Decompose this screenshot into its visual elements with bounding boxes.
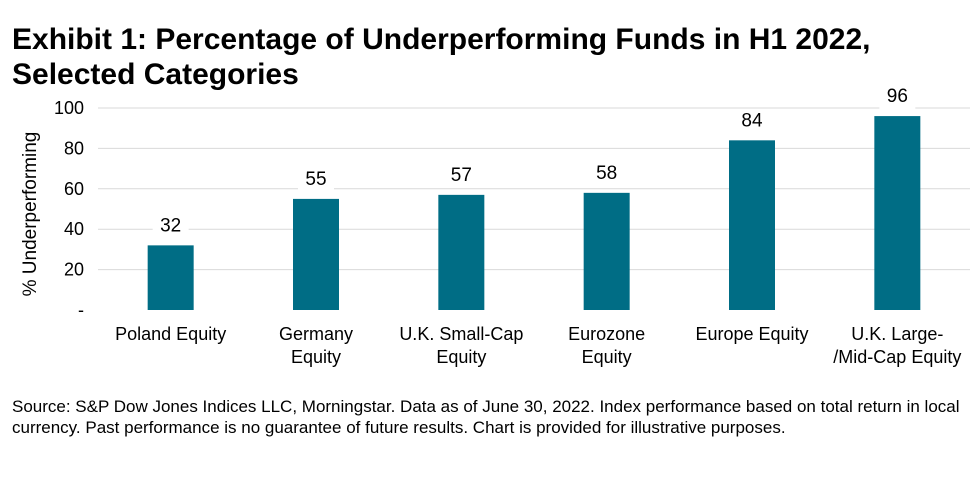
- data-label-background: [298, 167, 334, 192]
- data-label: 58: [596, 163, 617, 184]
- bar: [729, 140, 775, 310]
- x-category-label: Eurozone: [568, 324, 645, 344]
- x-category-label: U.K. Large-: [851, 324, 943, 344]
- x-category-label: Equity: [436, 347, 486, 367]
- source-note: Source: S&P Dow Jones Indices LLC, Morni…: [12, 397, 960, 437]
- y-tick-label: 40: [64, 219, 84, 239]
- bar: [438, 194, 485, 310]
- bar: [147, 245, 194, 310]
- data-label-background: [734, 109, 770, 134]
- x-category-label: U.K. Small-Cap: [399, 324, 523, 344]
- data-label: 55: [305, 169, 326, 190]
- data-label: 84: [741, 110, 763, 131]
- chart-title: Exhibit 1: Percentage of Underperforming…: [12, 23, 871, 91]
- y-axis-ticks: - 20 40 60 80 100: [54, 98, 84, 320]
- y-tick-label: 60: [64, 179, 84, 199]
- y-tick-label: -: [78, 300, 84, 320]
- y-tick-label: 20: [64, 260, 84, 280]
- data-label-background: [879, 85, 916, 110]
- x-category-label: Europe Equity: [695, 324, 808, 344]
- data-label: 96: [887, 86, 908, 107]
- bars: [147, 116, 921, 310]
- category-labels: Poland Equity Germany Equity U.K. Small-Cap…: [115, 324, 961, 367]
- data-labels: 32 55 57 58 84 96: [152, 85, 916, 239]
- x-category-label: Equity: [582, 347, 632, 367]
- gridlines: [98, 107, 970, 271]
- y-tick-label: 100: [54, 98, 84, 118]
- data-label: 57: [451, 165, 472, 186]
- bar: [583, 192, 630, 310]
- data-label-background: [152, 214, 189, 239]
- x-category-label: Germany: [279, 324, 353, 344]
- bar: [293, 198, 339, 310]
- bar: [874, 116, 921, 310]
- x-category-label: Equity: [291, 347, 341, 367]
- x-category-label: /Mid-Cap Equity: [833, 347, 961, 367]
- y-tick-label: 80: [64, 138, 84, 158]
- data-label-background: [588, 161, 625, 186]
- x-category-label: Poland Equity: [115, 324, 226, 344]
- y-axis-label: % Underperforming: [20, 132, 41, 297]
- data-label: 32: [160, 215, 181, 236]
- data-label-background: [443, 163, 480, 188]
